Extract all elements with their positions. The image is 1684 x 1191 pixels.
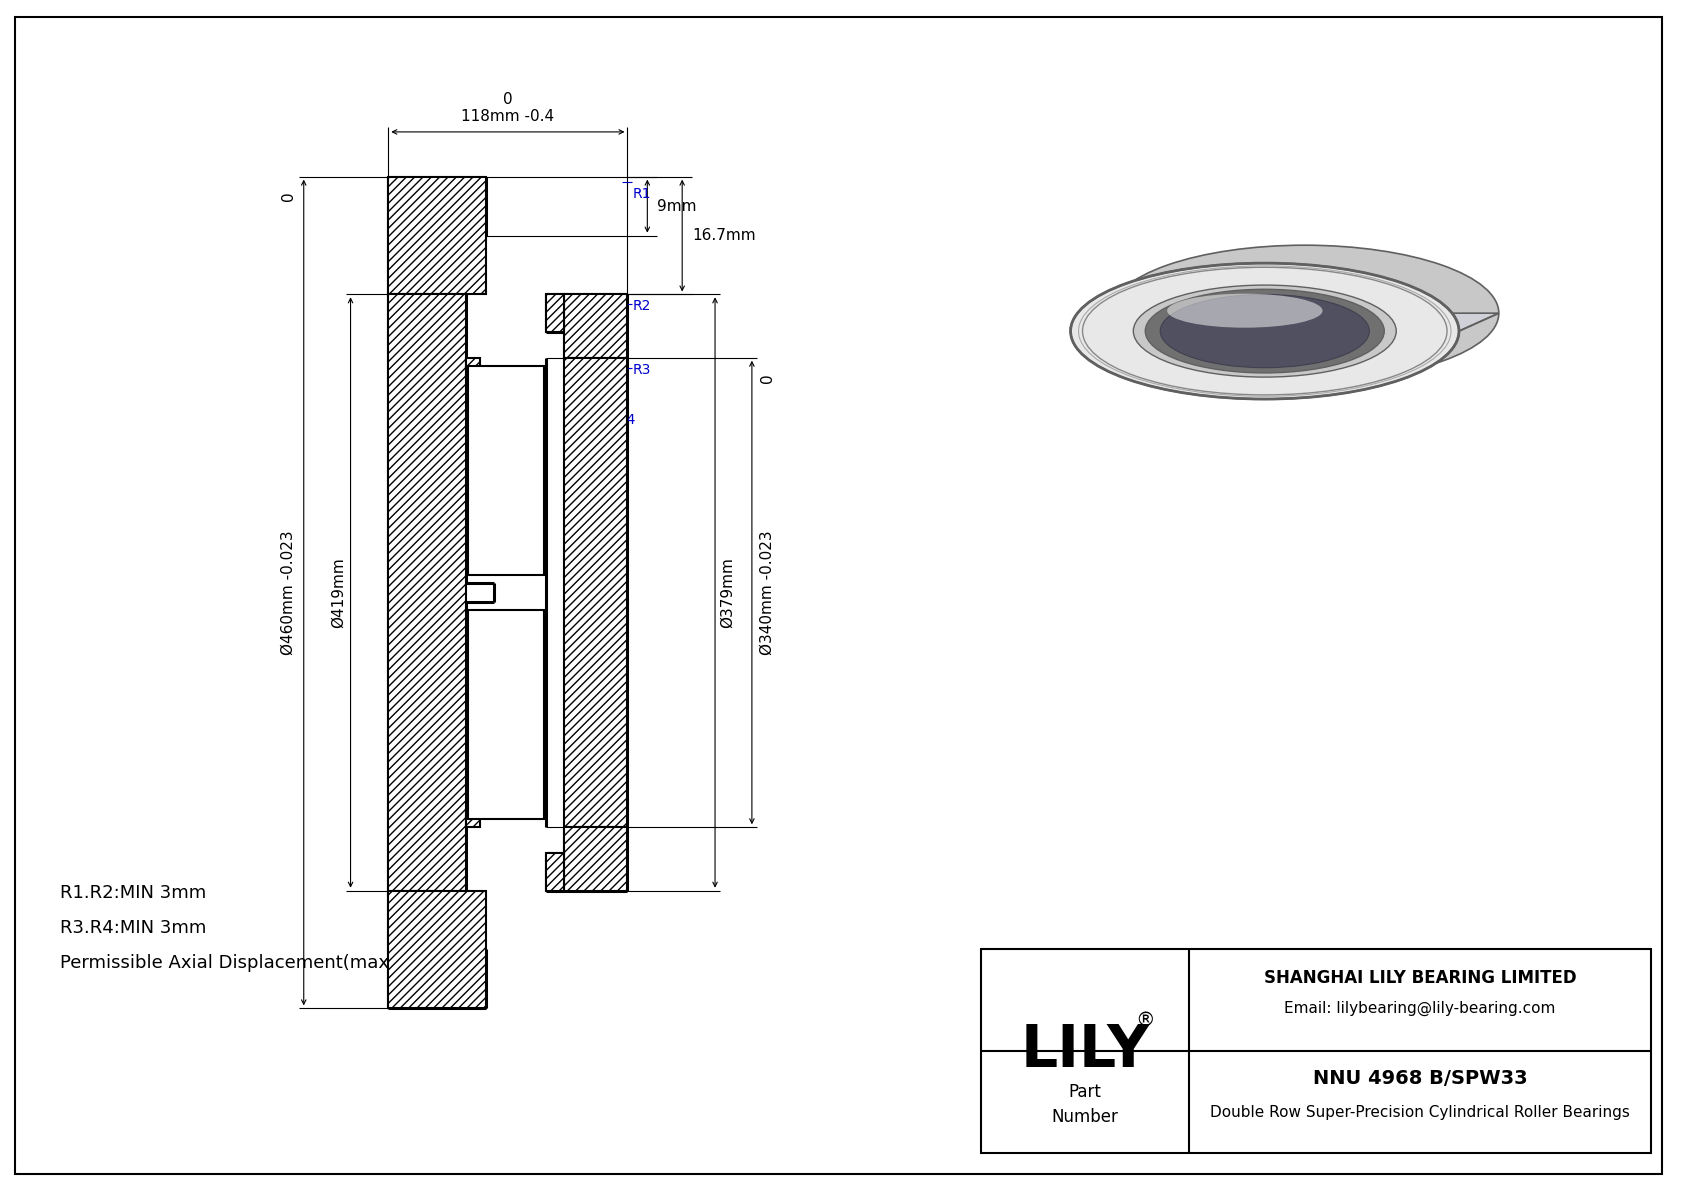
Text: Double Row Super-Precision Cylindrical Roller Bearings: Double Row Super-Precision Cylindrical R…	[1211, 1105, 1630, 1120]
Bar	[564, 294, 628, 357]
Text: R4: R4	[618, 412, 637, 426]
Bar	[466, 357, 480, 376]
Text: 0: 0	[281, 192, 296, 201]
Text: Ø460mm -0.023: Ø460mm -0.023	[281, 530, 296, 655]
Text: 16.7mm: 16.7mm	[692, 227, 756, 243]
Text: 0: 0	[759, 373, 775, 382]
Bar	[982, 948, 1652, 1153]
Text: Number: Number	[1051, 1108, 1118, 1125]
Text: SHANGHAI LILY BEARING LIMITED: SHANGHAI LILY BEARING LIMITED	[1263, 969, 1576, 987]
Text: Ø379mm: Ø379mm	[721, 557, 734, 628]
Text: 9mm: 9mm	[657, 199, 697, 213]
Text: R1: R1	[633, 187, 652, 201]
Text: R3.R4:MIN 3mm: R3.R4:MIN 3mm	[59, 918, 205, 936]
Bar	[546, 294, 564, 332]
Bar	[468, 366, 544, 574]
Bar	[468, 611, 544, 819]
Ellipse shape	[1167, 294, 1322, 328]
Ellipse shape	[1110, 245, 1499, 381]
Bar	[564, 828, 628, 891]
Text: Permissible Axial Displacement(max.):5.5mm: Permissible Axial Displacement(max.):5.5…	[59, 954, 472, 972]
Text: R1.R2:MIN 3mm: R1.R2:MIN 3mm	[59, 884, 205, 902]
Text: Email: lilybearing@lily-bearing.com: Email: lilybearing@lily-bearing.com	[1285, 1000, 1556, 1016]
Ellipse shape	[1071, 263, 1458, 399]
Bar	[546, 853, 564, 891]
Ellipse shape	[1145, 289, 1384, 373]
Text: Ø419mm: Ø419mm	[330, 557, 345, 628]
Text: ®: ®	[1135, 1011, 1155, 1030]
Text: R3: R3	[633, 363, 650, 376]
Text: Ø340mm -0.023: Ø340mm -0.023	[759, 530, 775, 655]
Text: NNU 4968 B/SPW33: NNU 4968 B/SPW33	[1312, 1070, 1527, 1089]
Ellipse shape	[1160, 294, 1369, 368]
Bar	[389, 294, 466, 891]
Text: R2: R2	[633, 299, 650, 313]
Polygon shape	[1145, 313, 1425, 331]
Bar	[389, 176, 487, 294]
Ellipse shape	[1186, 272, 1425, 355]
Text: 0: 0	[504, 92, 512, 107]
Text: 118mm -0.4: 118mm -0.4	[461, 108, 554, 124]
Polygon shape	[1071, 313, 1499, 331]
Bar	[564, 357, 628, 828]
Bar	[389, 891, 487, 1009]
Text: Part: Part	[1068, 1083, 1101, 1100]
Bar	[466, 809, 480, 828]
Text: LILY: LILY	[1021, 1022, 1150, 1079]
Ellipse shape	[1133, 285, 1396, 378]
